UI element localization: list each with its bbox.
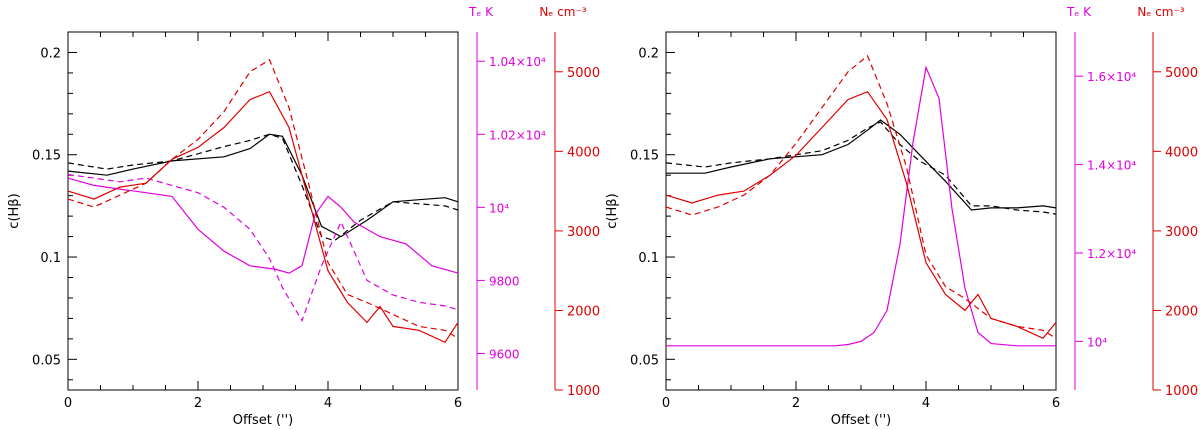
te-tick-label: 10⁴ [489,201,509,215]
x-tick-label: 6 [1052,396,1060,411]
y-tick-label: 0.2 [40,46,61,61]
chart-panel-1: 0 2 4 6 Offset ('') 0.05 0.1 0.15 0.2 c(Hβ) 9600 98… [7,5,600,428]
te-tick-label: 9800 [489,274,520,288]
te-tick-label: 1.04×10⁴ [489,55,546,69]
series-line-c-solid [67,133,459,238]
te-axis-title: Tₑ K [468,5,494,19]
x-axis-label: Offset ('') [233,413,293,428]
te-tick-label: 10⁴ [1087,335,1107,349]
series-line-ne-solid [67,90,459,344]
te-tick-label: 1.02×10⁴ [489,128,546,142]
plot-frame [665,31,1057,391]
te-tick-label: 1.2×10⁴ [1087,247,1136,261]
y-tick-label: 0.2 [638,46,659,61]
y-axis-label: c(Hβ) [605,193,620,228]
x-tick-label: 2 [792,396,800,411]
series-line-ne-solid [665,90,1057,340]
x-tick-label: 4 [922,396,930,411]
ne-tick-label: 3000 [1165,225,1198,240]
y-tick-label: 0.15 [32,149,61,164]
x-tick-label: 6 [454,396,462,411]
ne-tick-label: 1000 [567,384,600,399]
x-axis-label: Offset ('') [831,413,891,428]
ne-tick-label: 4000 [567,145,600,160]
series-line-c-dashed [67,133,459,242]
y-tick-label: 0.1 [638,251,659,266]
x-tick-label: 0 [64,396,72,411]
ne-tick-label: 2000 [567,304,600,319]
x-tick-label: 2 [194,396,202,411]
series-line-te-solid [67,177,459,274]
te-tick-label: 1.6×10⁴ [1087,70,1136,84]
plot-frame [67,31,459,391]
series-line-ne-dashed [67,58,459,339]
ne-tick-label: 5000 [567,66,600,81]
ne-axis-title: Nₑ cm⁻³ [539,5,586,19]
ne-axis-title: Nₑ cm⁻³ [1137,5,1184,19]
y-tick-label: 0.05 [32,353,61,368]
y-tick-label: 0.05 [630,353,659,368]
ne-tick-label: 2000 [1165,304,1198,319]
ne-tick-label: 3000 [567,225,600,240]
series-line-ne-dashed [665,54,1057,339]
ne-tick-label: 4000 [1165,145,1198,160]
x-tick-label: 4 [324,396,332,411]
y-tick-label: 0.1 [40,251,61,266]
series-line-te-dashed [67,173,459,323]
x-tick-label: 0 [662,396,670,411]
series-line-te-solid [666,65,1056,347]
ne-tick-label: 1000 [1165,384,1198,399]
te-axis-title: Tₑ K [1066,5,1092,19]
te-tick-label: 9600 [489,347,520,361]
y-axis-label: c(Hβ) [7,193,22,228]
series-line-c-solid [666,119,1057,211]
series-line-c-dashed [665,121,1057,215]
y-tick-label: 0.15 [630,149,659,164]
ne-tick-label: 5000 [1165,66,1198,81]
te-tick-label: 1.4×10⁴ [1087,159,1136,173]
chart-panel-2: 0 2 4 6 Offset ('') 0.05 0.1 0.15 0.2 c(Hβ) 10⁴ 1.2… [605,5,1198,428]
